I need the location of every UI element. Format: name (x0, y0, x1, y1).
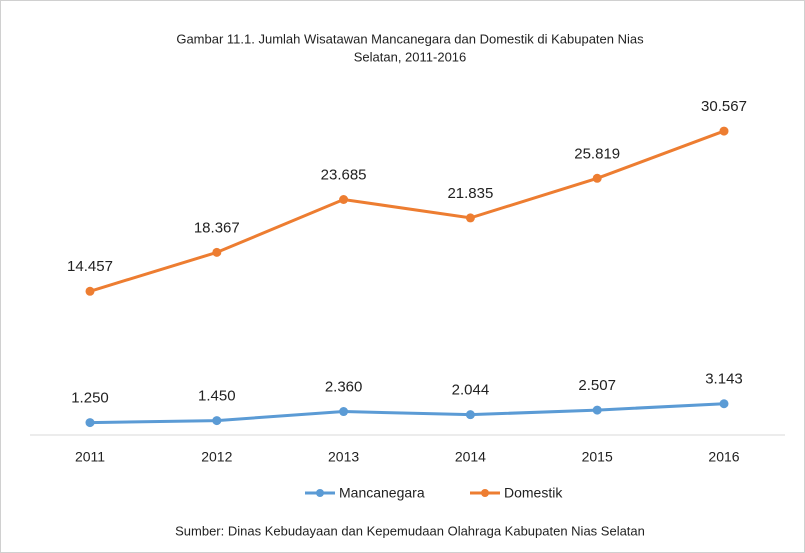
source-note: Sumber: Dinas Kebudayaan dan Kepemudaan … (175, 523, 645, 538)
data-label: 2.044 (452, 382, 490, 399)
x-tick-label: 2014 (455, 449, 486, 465)
data-point (339, 407, 349, 417)
x-tick-label: 2011 (75, 449, 105, 465)
data-point (719, 399, 729, 409)
data-label: 2.360 (325, 379, 363, 396)
x-tick-label: 2013 (328, 449, 359, 465)
data-point (212, 247, 222, 257)
x-tick-label: 2012 (201, 449, 232, 465)
data-label: 1.450 (198, 388, 236, 405)
series-line (89, 402, 725, 425)
data-point (719, 126, 729, 136)
data-point (465, 213, 475, 223)
data-point (592, 405, 602, 415)
legend-label: Domestik (504, 485, 563, 501)
x-tick-label: 2015 (582, 449, 613, 465)
chart-title: Gambar 11.1. Jumlah Wisatawan Mancanegar… (176, 31, 644, 46)
legend-marker (481, 489, 489, 497)
data-label: 21.835 (447, 185, 493, 202)
chart-title: Selatan, 2011-2016 (354, 49, 467, 64)
data-label: 30.567 (701, 98, 747, 115)
series-line (89, 129, 725, 293)
data-point (85, 286, 95, 296)
data-point (85, 418, 95, 428)
data-point (592, 173, 602, 183)
x-tick-label: 2016 (708, 449, 739, 465)
legend-label: Mancanegara (339, 485, 425, 501)
data-label: 23.685 (321, 166, 367, 183)
data-point (212, 416, 222, 426)
data-point (465, 410, 475, 420)
data-label: 1.250 (71, 390, 109, 407)
data-point (339, 195, 349, 205)
data-label: 3.143 (705, 371, 743, 388)
data-label: 25.819 (574, 145, 620, 162)
legend-marker (316, 489, 324, 497)
data-label: 18.367 (194, 219, 240, 236)
data-label: 2.507 (578, 377, 616, 394)
data-label: 14.457 (67, 258, 113, 275)
